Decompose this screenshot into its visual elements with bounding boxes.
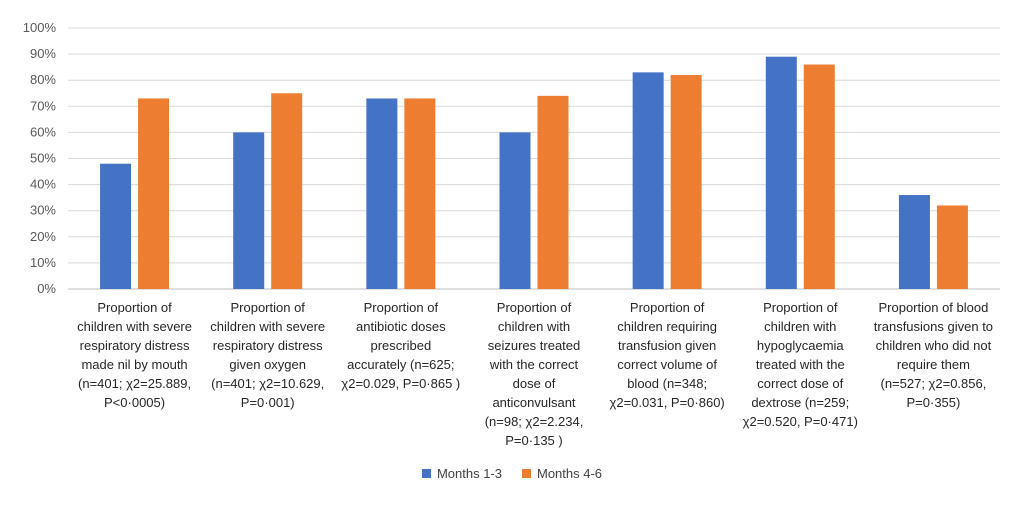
legend: Months 1-3 Months 4-6 xyxy=(0,466,1024,481)
bar-series-2-cat-3 xyxy=(404,98,436,289)
bar-series-2-cat-7 xyxy=(936,205,968,289)
y-tick-label: 100% xyxy=(23,20,57,35)
legend-item-months-4-6: Months 4-6 xyxy=(522,466,602,481)
y-tick-label: 0% xyxy=(37,281,56,296)
x-category-label: Proportion of antibiotic doses prescribe… xyxy=(341,300,461,391)
x-category-label: Proportion of children requiring transfu… xyxy=(609,300,725,410)
bar-series-1-cat-2 xyxy=(233,132,265,289)
bar-series-2-cat-2 xyxy=(271,93,303,289)
bar-series-1-cat-5 xyxy=(632,72,664,290)
bar-series-1-cat-1 xyxy=(100,163,132,289)
legend-item-months-1-3: Months 1-3 xyxy=(421,466,502,481)
y-tick-label: 20% xyxy=(30,229,56,244)
y-tick-label: 70% xyxy=(30,98,56,113)
bar-series-2-cat-5 xyxy=(670,74,702,289)
bar-series-1-cat-3 xyxy=(366,98,398,289)
legend-label-months-4-6: Months 4-6 xyxy=(537,466,603,481)
legend-swatch-months-4-6 xyxy=(522,469,531,478)
bar-series-2-cat-1 xyxy=(138,98,170,289)
y-tick-label: 40% xyxy=(30,177,56,192)
x-category-label: Proportion of blood transfusions given t… xyxy=(873,300,994,410)
y-tick-label: 80% xyxy=(30,72,56,87)
bar-chart: 0% 10% 20% 30% 40% 50% 60% 70% 80% 90% 100% xyxy=(23,20,1000,296)
bar-series-2-cat-6 xyxy=(803,64,835,289)
bar-series-1-cat-7 xyxy=(898,195,930,289)
x-category-label: Proportion of children with severe respi… xyxy=(210,300,326,410)
bar-series-1-cat-4 xyxy=(499,132,531,289)
x-category-label: Proportion of children with hypoglycaemi… xyxy=(742,300,858,429)
legend-label-months-1-3: Months 1-3 xyxy=(436,466,502,481)
y-tick-label: 30% xyxy=(30,203,56,218)
legend-swatch-months-1-3 xyxy=(421,469,431,478)
x-category-label: Proportion of children with seizures tre… xyxy=(484,300,584,448)
y-tick-label: 50% xyxy=(30,151,56,166)
bar-series-2-cat-4 xyxy=(537,95,569,289)
y-tick-label: 90% xyxy=(30,46,56,61)
y-tick-label: 60% xyxy=(30,124,56,139)
bar-series-1-cat-6 xyxy=(765,56,797,290)
x-category-label: Proportion of children with severe respi… xyxy=(77,300,192,410)
y-tick-label: 10% xyxy=(30,255,56,270)
